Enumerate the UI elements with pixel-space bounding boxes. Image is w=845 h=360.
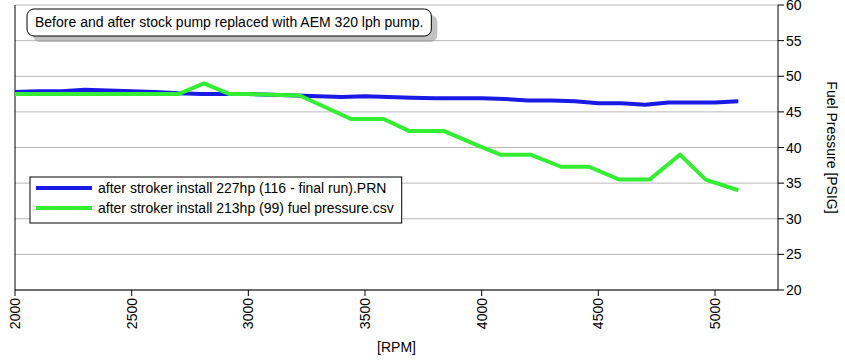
legend-swatch [36,206,92,210]
grid-line [15,5,778,6]
legend-swatch [36,186,92,190]
series-line [15,83,738,190]
plot-area [15,83,738,190]
x-tick-label: 3000 [240,298,256,329]
legend-box [30,177,402,223]
plot-frame [15,5,16,290]
y-tick-label: 35 [786,175,802,191]
y-tick [778,147,784,148]
y-axis-label: Fuel Pressure [PSIG] [824,81,840,213]
y-tick-label: 40 [786,140,802,156]
y-tick [778,183,784,184]
chart: 20 25 30 35 40 45 50 55 60 2000 2500 3000 3500 4000 45… [0,0,845,360]
x-tick-label: 3500 [357,298,373,329]
background [0,0,845,360]
grid-line [15,76,778,77]
y-tick-label: 25 [786,246,802,262]
grid-line [15,111,778,112]
title: Before and after stock pump replaced wit… [35,14,423,30]
y-tick [778,290,784,291]
y-tick [778,40,784,41]
x-tick-label: 2500 [124,298,140,329]
x-tick-label: 4500 [590,298,606,329]
x-tick [131,290,132,296]
x-tick [481,290,482,296]
y-tick [778,254,784,255]
x-axis-label: [RPM] [377,339,416,355]
x-tick [248,290,249,296]
y-tick-label: 50 [786,68,802,84]
y-tick-label: 55 [786,33,802,49]
x-axis-line [15,290,778,291]
x-tick-label: 2000 [7,298,23,329]
y-tick-label: 20 [786,282,802,298]
x-tick [715,290,716,296]
title-shadow [33,15,437,42]
legend-label: after stroker install 227hp (116 - final… [98,180,386,196]
grid-line [15,254,778,255]
x-tick [15,290,16,296]
x-tick-label: 4000 [474,298,490,329]
y-tick-label: 30 [786,211,802,227]
x-tick-label: 5000 [707,298,723,329]
legend-label: after stroker install 213hp (99) fuel pr… [98,200,394,216]
y-tick [778,111,784,112]
x-tick [365,290,366,296]
legend: after stroker install 227hp (116 - final… [30,177,402,223]
series-line [15,90,738,105]
grid-line [15,290,778,291]
grid-line [15,147,778,148]
y-tick [778,218,784,219]
title-box [27,9,431,36]
y-tick [778,5,784,6]
x-tick [598,290,599,296]
y-tick-label: 45 [786,104,802,120]
y-tick [778,76,784,77]
y-tick-label: 60 [786,0,802,13]
